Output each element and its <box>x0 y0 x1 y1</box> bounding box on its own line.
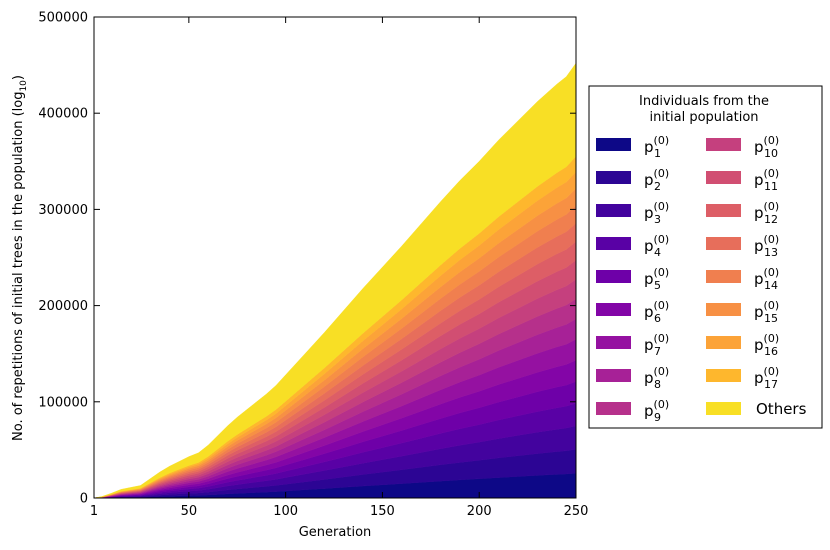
y-tick-label: 100000 <box>38 395 88 410</box>
legend-swatch <box>596 270 631 283</box>
legend-swatch <box>596 336 631 349</box>
legend-swatch <box>596 369 631 382</box>
y-tick-label: 400000 <box>38 107 88 122</box>
x-axis-title: Generation <box>299 525 372 540</box>
area-series-group <box>93 62 577 499</box>
legend-label: p(0) 17 <box>754 365 779 391</box>
legend-title-line1: Individuals from the <box>639 94 769 109</box>
x-tick-label: 1 <box>90 504 98 519</box>
legend-label: Others <box>756 400 807 418</box>
y-tick-label: 500000 <box>38 11 88 26</box>
y-tick-label: 200000 <box>38 299 88 314</box>
y-axis-ticks: 0 100000 200000 300000 400000 500000 <box>38 11 576 507</box>
legend-label: p(0) 13 <box>754 233 779 259</box>
legend-label: p(0) 4 <box>644 233 669 259</box>
legend-swatch <box>706 303 741 316</box>
legend-label: p(0) 7 <box>644 332 669 358</box>
legend-swatch <box>596 171 631 184</box>
legend-swatch <box>596 237 631 250</box>
legend-label: p(0) 5 <box>644 266 669 292</box>
x-tick-label: 150 <box>370 504 395 519</box>
legend-label: p(0) 1 <box>644 134 669 160</box>
legend-label: p(0) 11 <box>754 167 779 193</box>
y-axis-title-main: No. of repetitions of initial trees in t… <box>11 92 26 441</box>
legend-swatch <box>706 402 741 415</box>
y-axis-title-sub: 10 <box>19 80 29 92</box>
legend-label: p(0) 6 <box>644 299 669 325</box>
legend-swatch <box>596 138 631 151</box>
legend-swatch <box>596 402 631 415</box>
y-axis-title-close: ) <box>11 75 26 80</box>
legend-title-line2: initial population <box>649 110 758 125</box>
x-tick-label: 50 <box>181 504 198 519</box>
legend-label: p(0) 16 <box>754 332 779 358</box>
legend-label: p(0) 12 <box>754 200 779 226</box>
legend-label: p(0) 9 <box>644 398 669 424</box>
legend-label: p(0) 14 <box>754 266 779 292</box>
x-tick-label: 200 <box>467 504 492 519</box>
legend-swatch <box>706 138 741 151</box>
legend-label: p(0) 10 <box>754 134 779 160</box>
plot-frame <box>93 16 577 499</box>
legend-swatch <box>706 237 741 250</box>
legend-swatch <box>706 171 741 184</box>
legend-swatch <box>596 204 631 217</box>
legend-swatch <box>706 270 741 283</box>
y-tick-label: 300000 <box>38 203 88 218</box>
y-tick-label: 0 <box>80 492 88 507</box>
legend-label: p(0) 15 <box>754 299 779 325</box>
legend-label: p(0) 3 <box>644 200 669 226</box>
x-tick-label: 100 <box>273 504 298 519</box>
legend-swatch <box>706 204 741 217</box>
y-axis-title: No. of repetitions of initial trees in t… <box>11 75 29 441</box>
legend-swatch <box>706 369 741 382</box>
x-tick-label: 250 <box>564 504 589 519</box>
legend: Individuals from the initial population … <box>588 85 823 429</box>
legend-label: p(0) 8 <box>644 365 669 391</box>
legend-items: p(0) 1 p(0) 2 p(0) 3 p(0) 4 p(0) 5 p(0) 6 p(0) 7 p(0) 8… <box>596 134 807 424</box>
x-axis-ticks: 1 50 100 150 200 250 <box>90 17 589 519</box>
legend-swatch <box>596 303 631 316</box>
legend-label: p(0) 2 <box>644 167 669 193</box>
legend-swatch <box>706 336 741 349</box>
